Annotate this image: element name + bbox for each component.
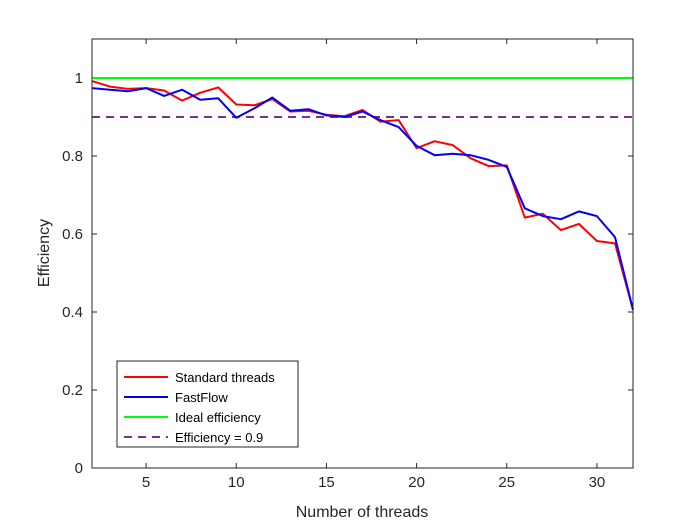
legend-box [116,360,299,448]
x-tick-label: 5 [142,474,150,491]
plot-frame [91,38,634,469]
x-tick-label: 20 [408,474,425,491]
series-layer [91,77,634,310]
x-tick-label: 30 [589,474,606,491]
y-tick-label: 0.6 [62,226,83,243]
y-tick-label: 0.2 [62,382,83,399]
x-tick-label: 10 [228,474,245,491]
y-tick-label: 0 [75,460,83,477]
legend-label: Efficiency = 0.9 [175,430,263,445]
x-tick-label: 15 [318,474,335,491]
y-axis-ticks: 0 0.2 0.4 0.6 0.8 1 [62,70,633,477]
x-axis-label: Number of threads [296,504,429,521]
series-line-1 [91,87,634,310]
legend-label: Ideal efficiency [175,410,261,425]
legend: Standard threads FastFlow Ideal efficiency… [116,360,299,448]
legend-label: Standard threads [175,370,275,385]
y-tick-label: 0.8 [62,148,83,165]
y-tick-label: 0.4 [62,304,83,321]
x-axis-ticks: 5 10 15 20 25 30 [142,39,605,491]
y-axis-label: Efficiency [36,219,53,287]
legend-label: FastFlow [175,390,228,405]
series-line-0 [91,80,634,310]
x-tick-label: 25 [498,474,515,491]
y-tick-label: 1 [75,70,83,87]
